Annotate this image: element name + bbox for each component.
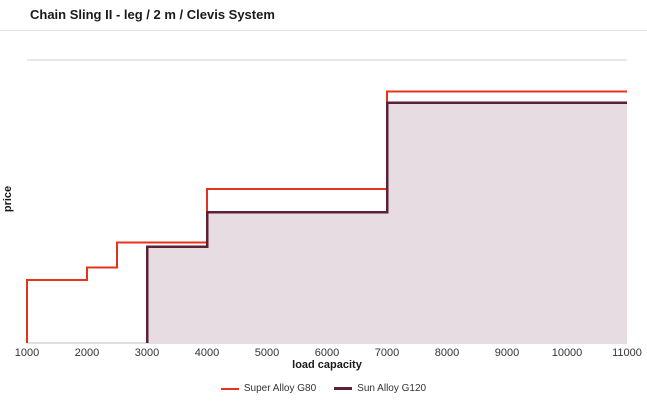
x-tick-label: 4000 <box>195 347 219 359</box>
legend-label-sun-alloy-g120: Sun Alloy G120 <box>357 383 427 394</box>
x-tick-label: 6000 <box>315 347 339 359</box>
chart-title: Chain Sling II - leg / 2 m / Clevis Syst… <box>30 7 275 22</box>
legend-swatch-super-alloy-g80 <box>220 387 239 390</box>
y-axis-label: price <box>2 185 14 213</box>
x-tick-label: 3000 <box>135 347 159 359</box>
x-tick-label: 1000 <box>15 347 39 359</box>
series-line-1 <box>145 101 627 343</box>
series-fill-1 <box>147 102 627 344</box>
x-tick-label: 10000 <box>552 347 583 359</box>
legend-label-super-alloy-g80: Super Alloy G80 <box>243 383 317 394</box>
x-tick-label: 9000 <box>495 347 519 359</box>
x-tick-label: 7000 <box>375 347 399 359</box>
x-tick-label: 8000 <box>435 347 459 359</box>
legend: Super Alloy G80 Sun Alloy G120 <box>0 383 647 394</box>
title-divider <box>0 30 647 31</box>
x-tick-label: 5000 <box>255 347 279 359</box>
legend-swatch-sun-alloy-g120 <box>334 387 353 390</box>
legend-item-sun-alloy-g120: Sun Alloy G120 <box>334 383 426 394</box>
legend-item-super-alloy-g80: Super Alloy G80 <box>220 383 317 394</box>
x-tick-label: 2000 <box>75 347 99 359</box>
x-tick-label: 11000 <box>612 347 642 359</box>
x-axis-label: load capacity <box>292 359 362 371</box>
